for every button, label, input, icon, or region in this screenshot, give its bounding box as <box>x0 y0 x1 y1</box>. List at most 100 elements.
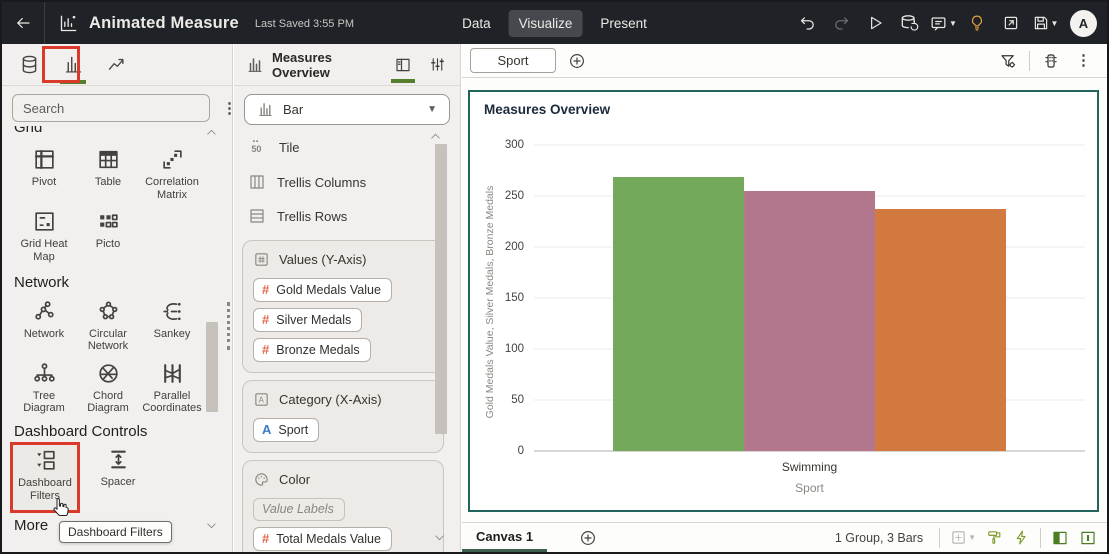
save-button[interactable]: ▼ <box>1030 8 1060 38</box>
grammar-tab-button[interactable] <box>390 48 416 83</box>
viz-type-circular-network[interactable]: Circular Network <box>76 299 140 353</box>
panel-resize-handle[interactable] <box>227 302 230 350</box>
viz-type-correlation-matrix[interactable]: Correlation Matrix <box>140 147 204 201</box>
filter-chip-sport[interactable]: Sport <box>470 48 556 73</box>
bar-gold-medals-value[interactable] <box>612 176 744 451</box>
left-panel-scrollbar[interactable] <box>206 322 218 412</box>
auto-insights-button[interactable] <box>1013 529 1030 546</box>
layout-grid-button[interactable]: ▼ <box>950 529 976 546</box>
grammar-slot-trellis-rows[interactable]: Trellis Rows <box>234 199 460 233</box>
y-tick-label: 250 <box>504 190 524 202</box>
bar-silver-medals[interactable] <box>743 190 876 451</box>
measure-hash-icon: # <box>262 282 270 297</box>
toggle-right-panel-button[interactable] <box>1079 529 1097 547</box>
attribute-slot-icon: A <box>253 391 270 408</box>
pill-total-medals-value[interactable]: # Total Medals Value <box>253 527 392 551</box>
grid-items: Pivot Table Correlation Matrix Grid Heat… <box>2 139 232 266</box>
controls-section-title: Dashboard Controls <box>14 423 148 441</box>
filter-settings-button[interactable] <box>999 52 1017 70</box>
insights-bulb-button[interactable] <box>962 8 992 38</box>
dashboard-filters-icon <box>36 450 55 470</box>
last-saved-label: Last Saved 3:55 PM <box>254 18 354 30</box>
y-tick-label: 0 <box>517 445 524 457</box>
data-panel-tab[interactable] <box>14 48 44 82</box>
color-group: Color Value Labels # Total Medals Value <box>242 460 444 552</box>
viz-type-tree-diagram[interactable]: Tree Diagram <box>12 361 76 415</box>
canvas-settings-button[interactable] <box>1042 52 1060 70</box>
add-canvas-button[interactable] <box>579 529 597 547</box>
viz-type-picto[interactable]: Picto <box>76 209 140 263</box>
measure-hash-icon: # <box>262 312 270 327</box>
undo-button[interactable] <box>792 8 822 38</box>
preview-play-button[interactable] <box>860 8 890 38</box>
analytics-panel-tab[interactable] <box>102 48 132 82</box>
viz-type-table[interactable]: Table <box>76 147 140 201</box>
measure-hash-icon: # <box>262 531 270 546</box>
viz-type-network[interactable]: Network <box>12 299 76 353</box>
circular-network-icon <box>99 301 117 319</box>
canvas-area: Sport ⋮ Measures Overview Gold Medals Va… <box>462 44 1107 552</box>
visualization-card[interactable]: Measures Overview Gold Medals Value, Sil… <box>468 90 1099 512</box>
x-category-label: Swimming <box>781 460 838 474</box>
top-bar: Animated Measure Last Saved 3:55 PM Data… <box>2 2 1107 44</box>
refresh-data-button[interactable] <box>894 8 924 38</box>
dashboard-controls-items: Dashboard Filters Spacer <box>2 440 232 514</box>
grammar-scroll-up-icon[interactable] <box>429 130 442 143</box>
grid-section-header-row: Grid <box>2 126 232 139</box>
viz-type-parallel-coordinates[interactable]: Parallel Coordinates <box>140 361 204 415</box>
viz-type-dashboard-filters[interactable]: Dashboard Filters <box>15 448 75 502</box>
color-placeholder-slot[interactable]: Value Labels <box>253 498 345 521</box>
chart-type-dropdown[interactable]: Bar ▼ <box>244 94 450 125</box>
grammar-panel: Measures Overview Bar ▼ 50 Tile Trellis … <box>234 44 461 552</box>
bar-chart-icon <box>259 103 272 117</box>
open-in-new-button[interactable] <box>996 8 1026 38</box>
tab-visualize[interactable]: Visualize <box>508 9 583 37</box>
viz-type-grid-heat-map[interactable]: Grid Heat Map <box>12 209 76 263</box>
viz-type-pivot[interactable]: Pivot <box>12 147 76 201</box>
grammar-scroll-down-icon[interactable] <box>433 531 446 544</box>
grammar-slot-trellis-columns[interactable]: Trellis Columns <box>234 165 460 199</box>
tab-present[interactable]: Present <box>600 15 647 31</box>
viz-type-chord-diagram[interactable]: Chord Diagram <box>76 361 140 415</box>
bar-chart-icon <box>248 57 262 72</box>
network-icon <box>34 300 54 320</box>
comments-button[interactable]: ▼ <box>928 8 958 38</box>
visualizations-panel-tab[interactable] <box>58 48 88 84</box>
add-filter-button[interactable] <box>568 52 586 70</box>
annotation-box-dashboard-filters: Dashboard Filters <box>10 442 80 514</box>
grid-heat-map-icon <box>34 212 54 231</box>
pill-gold-medals-value[interactable]: # Gold Medals Value <box>253 278 392 302</box>
pill-bronze-medals[interactable]: # Bronze Medals <box>253 338 371 362</box>
pivot-icon <box>34 150 54 169</box>
viz-type-spacer[interactable]: Spacer <box>88 447 148 489</box>
canvas-menu-button[interactable]: ⋮ <box>1076 52 1091 69</box>
palette-icon <box>253 471 270 488</box>
panel-menu-button[interactable]: ⋮ <box>218 101 232 116</box>
properties-tab-button[interactable] <box>424 48 450 82</box>
pill-sport[interactable]: A Sport <box>253 418 320 442</box>
tab-data[interactable]: Data <box>462 15 491 31</box>
statusbar-divider <box>939 527 941 548</box>
pill-silver-medals[interactable]: # Silver Medals <box>253 308 363 332</box>
picto-icon <box>99 214 118 228</box>
y-tick-label: 300 <box>504 139 524 151</box>
scroll-up-icon[interactable] <box>205 126 218 139</box>
save-caret-icon: ▼ <box>1050 18 1059 28</box>
grammar-scrollbar[interactable] <box>435 144 447 434</box>
scroll-down-icon[interactable] <box>205 519 218 532</box>
style-brush-button[interactable] <box>986 529 1003 546</box>
toggle-left-panel-button[interactable] <box>1051 529 1069 547</box>
bar-bronze-medals[interactable] <box>875 209 1007 451</box>
filterbar-divider <box>1029 50 1030 71</box>
redo-button[interactable] <box>826 8 856 38</box>
canvas-tab[interactable]: Canvas 1 <box>462 523 548 552</box>
search-input[interactable] <box>12 94 210 122</box>
grammar-slot-tile[interactable]: 50 Tile <box>234 129 460 165</box>
viz-type-sankey[interactable]: Sankey <box>140 299 204 353</box>
user-avatar[interactable]: A <box>1070 9 1097 37</box>
more-section-title: More <box>14 517 49 535</box>
back-button[interactable] <box>2 2 44 44</box>
grammar-panel-icon <box>396 58 410 71</box>
view-switcher: Data Visualize Present <box>452 9 657 37</box>
